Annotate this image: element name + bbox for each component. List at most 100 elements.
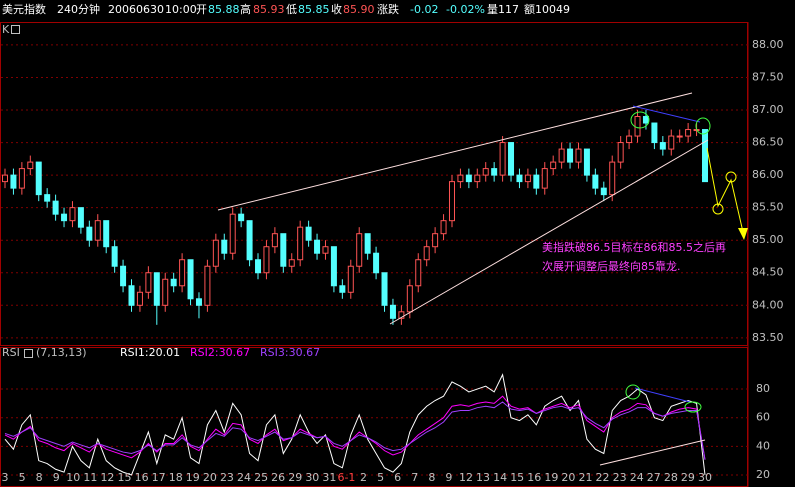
x-tick-label: 30 <box>698 471 712 484</box>
collapse-icon[interactable] <box>24 349 33 358</box>
x-tick-label: 18 <box>169 471 183 484</box>
x-tick-label: 21 <box>578 471 592 484</box>
candle-body <box>238 213 245 222</box>
candle-body <box>592 174 599 189</box>
y-tick-label: 20 <box>756 468 770 481</box>
candle-body <box>255 259 262 274</box>
candle-body <box>195 298 202 306</box>
change-pct: -0.02% <box>446 3 485 16</box>
x-tick-label: 24 <box>630 471 644 484</box>
x-tick-label: 14 <box>493 471 507 484</box>
candle-body <box>364 233 371 254</box>
candle-body <box>617 142 624 163</box>
candle-body <box>305 226 312 241</box>
marker-circle <box>630 111 650 129</box>
candle-body <box>499 142 506 176</box>
candle-body <box>153 272 160 306</box>
indicator-params: (7,13,13) <box>36 346 87 359</box>
candle-body <box>609 161 616 196</box>
candle-body <box>373 252 380 274</box>
plot: 83.50 84.00 84.50 85.00 85.50 86.00 86.50 87.00… <box>1 38 784 484</box>
x-tick-label: 28 <box>664 471 678 484</box>
rsi-line <box>4 373 706 476</box>
candle-body <box>246 220 253 261</box>
y-tick-label: 87.50 <box>752 70 784 83</box>
candle-body <box>44 194 51 202</box>
candle-body <box>381 272 388 306</box>
trend-line <box>389 139 709 325</box>
forecast-arrow <box>738 228 748 240</box>
candle-body <box>356 233 363 267</box>
candle-body <box>482 168 489 176</box>
x-tick-label: 9 <box>445 471 452 484</box>
change: -0.02 <box>410 3 438 16</box>
candle-body <box>567 148 574 163</box>
candle-body <box>170 278 177 287</box>
candle-body <box>600 187 607 196</box>
x-tick-label: 12 <box>459 471 473 484</box>
candle-body <box>35 161 42 196</box>
x-tick-label: 29 <box>681 471 695 484</box>
legend-entry: RSI2:30.67 <box>190 346 250 359</box>
candle-body <box>423 246 430 261</box>
candle-body <box>448 181 455 222</box>
candle-body <box>533 174 540 189</box>
close: 85.90 <box>343 3 375 16</box>
candle-body <box>27 161 34 170</box>
candle-body <box>10 174 17 189</box>
x-tick-label: 6 <box>394 471 401 484</box>
indicator-label: RSI <box>2 346 20 359</box>
collapse-icon[interactable] <box>11 25 20 34</box>
y-tick-label: 88.00 <box>752 38 784 51</box>
x-tick-label: 5 <box>19 471 26 484</box>
candle-body <box>575 148 582 163</box>
x-tick-label: 19 <box>186 471 200 484</box>
x-tick-label: 16 <box>527 471 541 484</box>
candle-body <box>221 239 228 254</box>
candle-body <box>297 226 304 261</box>
candle-body <box>583 148 590 176</box>
candle-body <box>94 220 101 241</box>
period: 240分钟 <box>57 2 100 16</box>
marker-circle <box>695 117 711 135</box>
candle-body <box>516 174 523 183</box>
trend-line <box>599 439 706 466</box>
candle-body <box>322 246 329 254</box>
x-tick-label: 20 <box>203 471 217 484</box>
marker-circle <box>712 203 724 215</box>
candle-body <box>626 135 633 144</box>
candle-body <box>288 259 295 267</box>
candle-body <box>474 174 481 183</box>
candle-body <box>634 116 641 137</box>
candle-body <box>659 142 666 150</box>
candle-body <box>651 122 658 144</box>
x-tick-label: 25 <box>254 471 268 484</box>
x-tick-label: 10 <box>66 471 80 484</box>
candle-body <box>330 246 337 287</box>
candle-body <box>2 174 8 183</box>
y-tick-label: 80 <box>756 382 770 395</box>
candle-body <box>676 135 683 138</box>
candle-body <box>550 161 557 170</box>
candle-body <box>541 168 548 189</box>
candle-body <box>558 148 565 163</box>
candle-body <box>508 142 515 176</box>
x-tick-label: 7 <box>411 471 418 484</box>
x-tick-label: 8 <box>428 471 435 484</box>
header: 美元指数 240分钟 20060630 10:00 开 85.88 高 85.9… <box>2 2 570 16</box>
candle-body <box>524 174 531 183</box>
y-tick-label: 40 <box>756 439 770 452</box>
candle-body <box>406 285 413 313</box>
x-tick-label: 9 <box>53 471 60 484</box>
candle-body <box>685 129 692 137</box>
x-tick-label: 23 <box>613 471 627 484</box>
x-tick-label: 30 <box>305 471 319 484</box>
x-tick-label: 19 <box>544 471 558 484</box>
candle-body <box>389 304 396 319</box>
high-label: 高 <box>240 2 251 16</box>
candle-body <box>18 168 25 189</box>
candle-body <box>415 259 422 287</box>
candle-body <box>668 135 675 150</box>
annotation: 美指跌破86.5目标在86和85.5之后再 <box>542 240 726 254</box>
x-tick-label: 12 <box>100 471 114 484</box>
